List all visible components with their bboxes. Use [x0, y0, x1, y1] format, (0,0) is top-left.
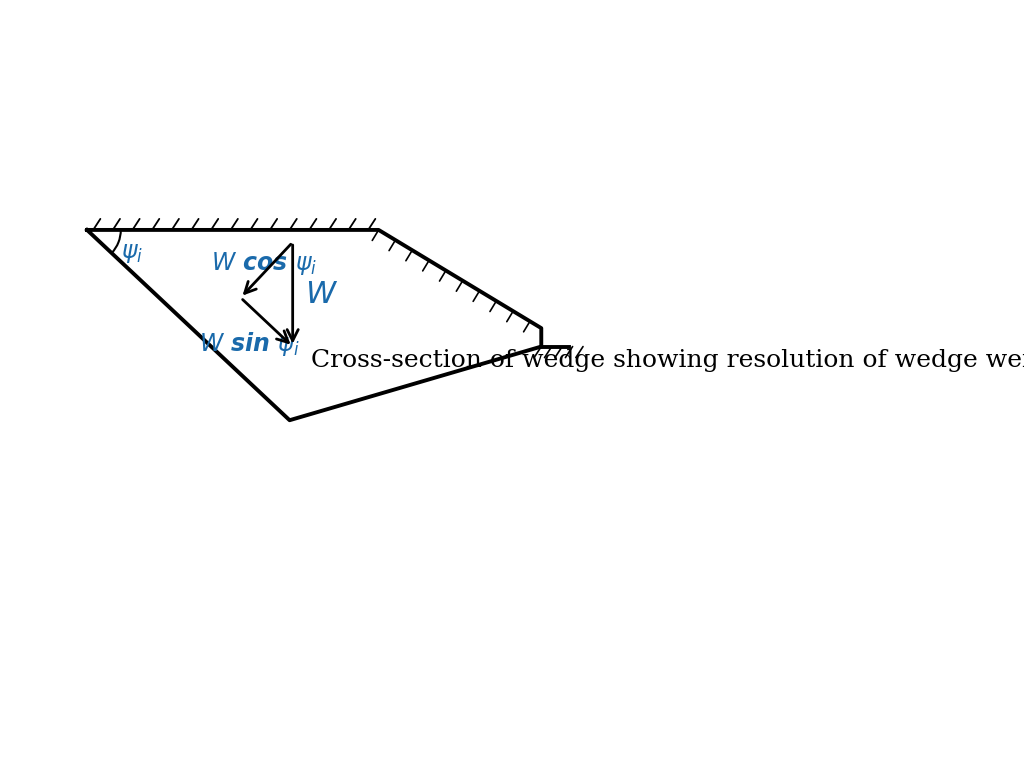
Text: $\psi_i$: $\psi_i$ [121, 241, 143, 265]
Text: Cross-section of wedge showing resolution of wedge weight W.: Cross-section of wedge showing resolutio… [311, 349, 1024, 372]
Text: $W$: $W$ [305, 280, 338, 309]
Text: $W$ cos $\psi_i$: $W$ cos $\psi_i$ [211, 250, 317, 277]
Text: $W$ sin $\psi_i$: $W$ sin $\psi_i$ [199, 329, 300, 358]
